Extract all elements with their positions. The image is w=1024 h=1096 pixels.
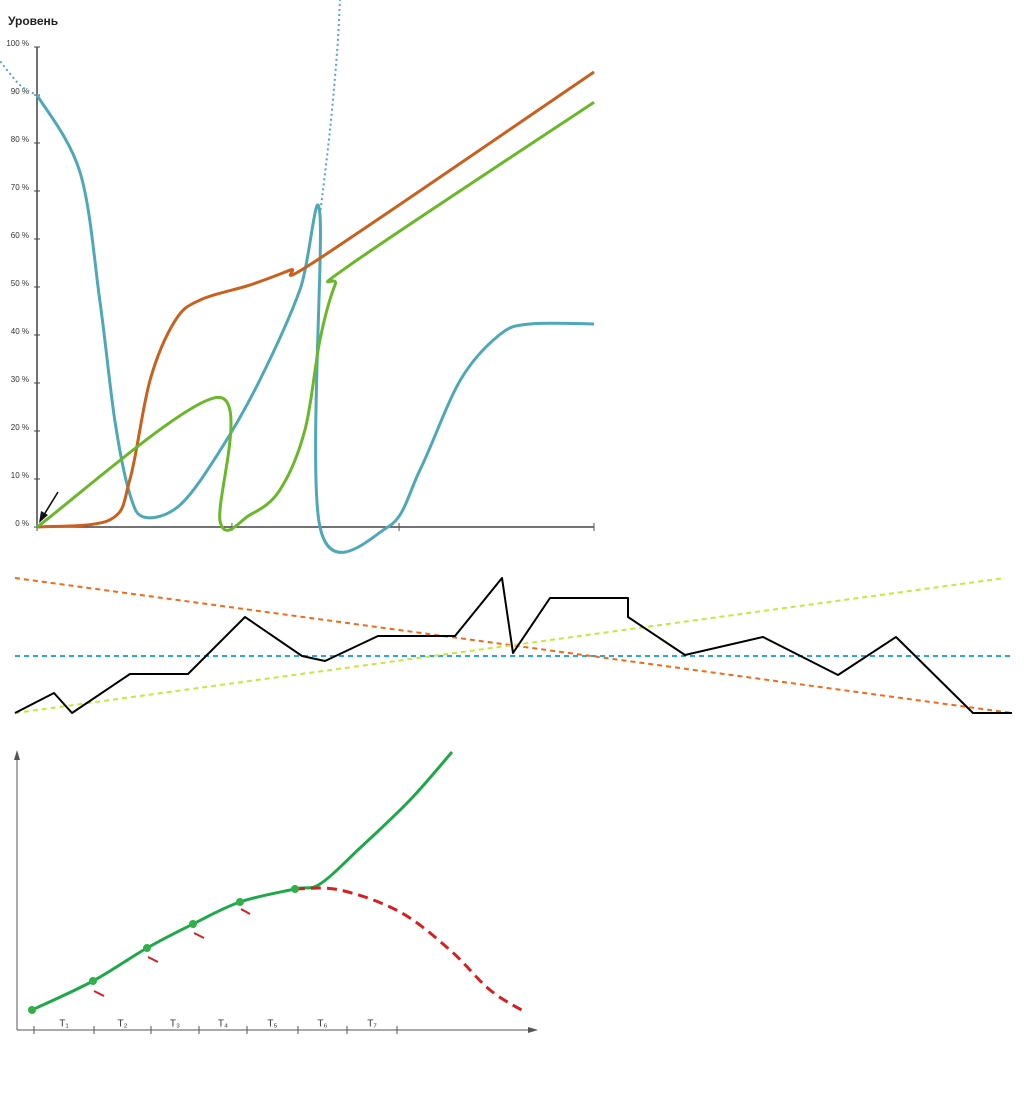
y-tick-label: 80 %: [11, 135, 29, 144]
data-line: [0, 60, 38, 96]
data-point: [28, 1006, 36, 1014]
red-tick-marks: [93, 908, 251, 997]
x-interval-label: T₇: [367, 1019, 377, 1030]
x-axis-arrow: [528, 1027, 538, 1033]
x-interval-label: T₆: [317, 1019, 327, 1030]
data-line: [36, 70, 595, 529]
x-interval-label: T₃: [170, 1019, 180, 1030]
y-tick-label: 50 %: [11, 279, 29, 288]
data-line: [318, 0, 341, 216]
arrow-annotation: [39, 491, 59, 523]
data-point: [236, 898, 244, 906]
y-tick-label: 10 %: [11, 471, 29, 480]
y-tick-label: 0 %: [15, 519, 29, 528]
data-line: [14, 577, 1012, 714]
x-interval-label: T₅: [267, 1019, 277, 1030]
y-tick-label: 20 %: [11, 423, 29, 432]
y-tick-label: 100 %: [6, 39, 29, 48]
y-tick-label: 90 %: [11, 87, 29, 96]
data-line: [35, 94, 595, 554]
data-line: [14, 577, 1006, 714]
data-point: [143, 944, 151, 952]
y-axis-arrow: [14, 750, 20, 760]
data-line: [294, 886, 526, 1014]
data-point: [189, 920, 197, 928]
data-line: [31, 751, 454, 1012]
data-point: [291, 885, 299, 893]
x-interval-label: T₂: [118, 1019, 128, 1030]
y-tick-label: 60 %: [11, 231, 29, 240]
y-tick-label: 30 %: [11, 375, 29, 384]
chart-title: Уровень: [8, 14, 58, 28]
data-point: [89, 977, 97, 985]
data-line: [36, 100, 595, 532]
y-tick-label: 70 %: [11, 183, 29, 192]
x-interval-label: T₄: [218, 1019, 228, 1030]
y-tick-label: 40 %: [11, 327, 29, 336]
data-line: [14, 577, 1013, 714]
x-interval-label: T₁: [59, 1019, 69, 1030]
